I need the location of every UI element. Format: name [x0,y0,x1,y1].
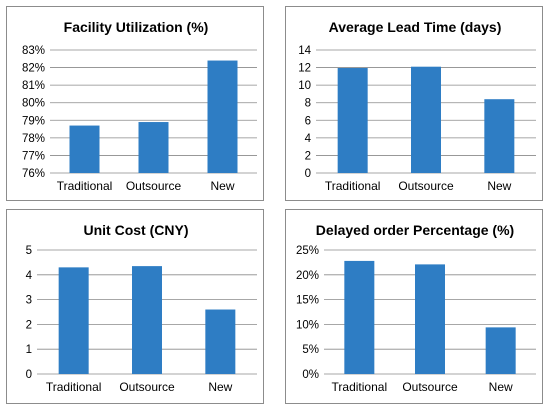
bar-outsource [138,122,169,173]
chart-panel-average-lead-time: Average Lead Time (days) 0 2 4 6 8 10 12 14 Tradi… [285,6,543,201]
chart-title: Unit Cost (CNY) [84,222,189,238]
y-tick-label: 2 [305,150,311,162]
y-tick-label: 12 [298,63,311,75]
chart-panel-facility-utilization: Facility Utilization (%) 76% 77% 78% 79% 80% 8… [6,6,264,201]
y-tick-label: 10 [298,80,311,92]
y-tick-label: 6 [305,115,311,127]
x-category-label: New [210,179,234,193]
x-category-label: New [208,380,232,394]
y-tick-label: 82% [22,63,45,75]
y-tick-label: 0% [302,369,319,381]
x-category-label: Traditional [325,179,381,193]
chart-panel-delayed-order-percentage: Delayed order Percentage (%) 0% 5% 10% 15% 20… [285,209,543,404]
bar-traditional [337,68,368,173]
bar-new [207,60,238,173]
chart-title: Average Lead Time (days) [329,19,502,35]
bar-new [205,309,236,374]
y-tick-label: 83% [22,45,45,57]
y-tick-label: 2 [26,319,32,331]
bar-outsource [132,266,162,374]
chart-title: Facility Utilization (%) [64,19,209,35]
y-tick-label: 4 [305,133,312,145]
y-tick-label: 5 [26,245,32,257]
y-tick-label: 1 [26,344,32,356]
chart-svg: Average Lead Time (days) 0 2 4 6 8 10 12 14 Tradi… [298,19,536,193]
bar-traditional [58,267,89,374]
x-category-label: Outsource [402,380,458,394]
y-tick-label: 80% [22,98,45,110]
x-category-label: New [489,380,513,394]
x-category-label: Traditional [332,380,388,394]
bar-outsource [411,66,441,173]
y-tick-label: 20% [296,270,319,282]
chart-svg: Unit Cost (CNY) 0 1 2 3 4 5 Traditional Outsourc… [26,222,257,394]
y-tick-label: 77% [22,150,45,162]
y-tick-label: 15% [296,295,319,307]
chart-svg: Facility Utilization (%) 76% 77% 78% 79% 80% 8… [22,19,257,193]
y-tick-label: 78% [22,133,45,145]
chart-svg: Delayed order Percentage (%) 0% 5% 10% 15% 20… [296,222,536,394]
y-tick-label: 0 [305,168,311,180]
bar-new [484,99,515,173]
x-category-label: Traditional [57,179,113,193]
y-tick-label: 25% [296,245,319,257]
y-tick-label: 3 [26,295,32,307]
y-tick-label: 8 [305,98,311,110]
bar-new [485,327,516,374]
bar-traditional [344,260,375,374]
y-tick-label: 81% [22,80,45,92]
bar-outsource [415,264,445,374]
y-tick-label: 0 [26,369,32,381]
chart-panel-unit-cost: Unit Cost (CNY) 0 1 2 3 4 5 Traditional Outsourc… [6,209,264,404]
x-category-label: New [487,179,511,193]
chart-title: Delayed order Percentage (%) [316,222,514,238]
x-category-label: Traditional [46,380,102,394]
y-tick-label: 10% [296,319,319,331]
y-tick-label: 76% [22,168,45,180]
bar-traditional [69,125,100,173]
x-category-label: Outsource [398,179,454,193]
y-tick-label: 79% [22,115,45,127]
x-category-label: Outsource [126,179,182,193]
y-tick-label: 14 [298,45,311,57]
y-tick-label: 5% [302,344,319,356]
x-category-label: Outsource [119,380,175,394]
y-tick-label: 4 [26,270,33,282]
